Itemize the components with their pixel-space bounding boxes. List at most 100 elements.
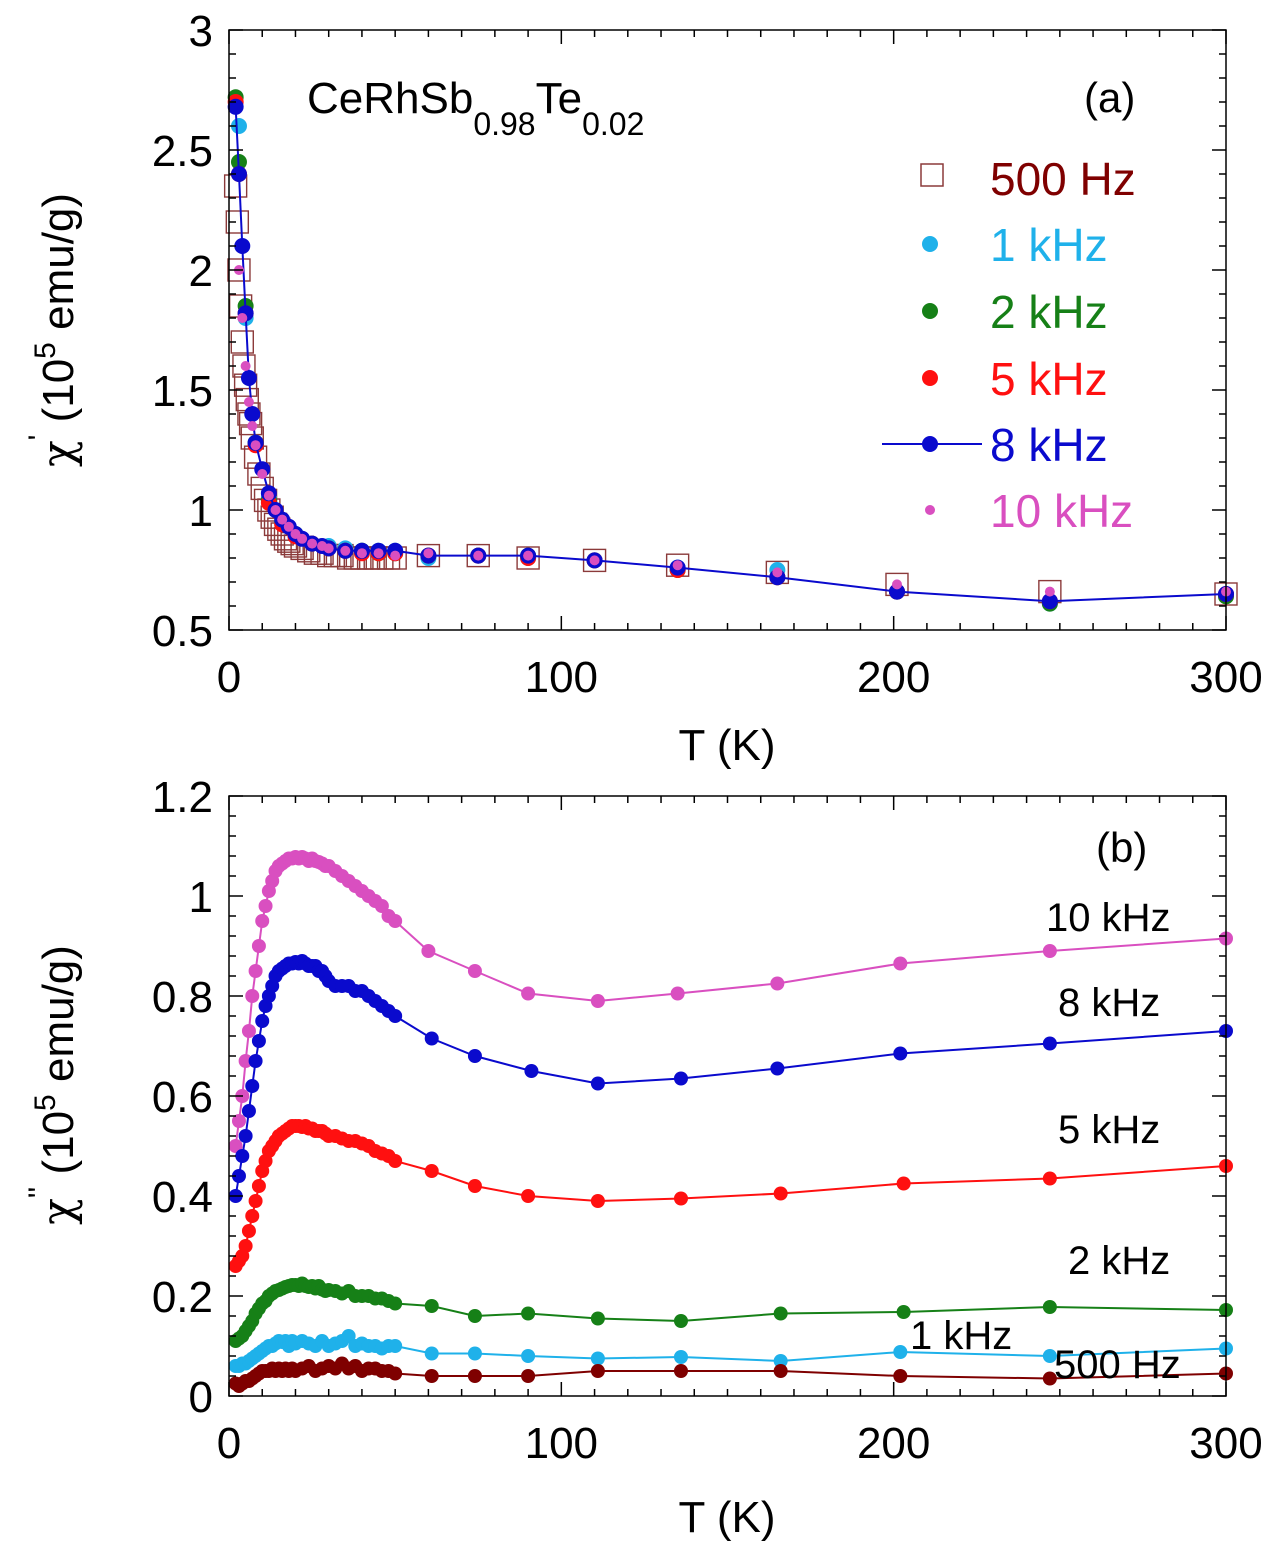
y-tick-label-b-1: 1 <box>189 873 213 922</box>
point-b-10khz <box>388 914 403 928</box>
point-b-8khz <box>241 1104 256 1118</box>
point-b-10khz <box>248 964 263 978</box>
point-a-10khz <box>257 469 268 479</box>
point-a-1khz <box>230 118 247 134</box>
point-b-2khz <box>467 1309 482 1323</box>
panel-b-label: (b) <box>1096 824 1147 871</box>
y-tick-label-a-0.5: 0.5 <box>152 607 213 656</box>
point-b-2khz <box>424 1299 439 1313</box>
point-b-8khz <box>524 1064 539 1078</box>
point-b-8khz <box>673 1071 688 1086</box>
point-b-5khz <box>1042 1171 1057 1186</box>
point-b-8khz <box>235 1149 250 1163</box>
y-tick-label-a-2.5: 2.5 <box>152 127 213 176</box>
point-a-10khz <box>237 313 248 323</box>
point-b-5khz <box>241 1224 256 1238</box>
point-b-5khz <box>673 1191 688 1206</box>
point-b-2khz <box>773 1306 788 1321</box>
legend-label-500hz: 500 Hz <box>990 153 1136 205</box>
point-b-5khz <box>251 1179 266 1193</box>
point-b-10khz <box>245 989 260 1003</box>
point-b-500hz <box>388 1366 403 1381</box>
series-b-2khz <box>228 1276 1233 1348</box>
point-a-10khz <box>240 361 251 371</box>
point-a-10khz <box>390 550 401 561</box>
point-a-10khz <box>373 548 384 559</box>
series-b-8khz <box>228 954 1233 1203</box>
panel-b-ylabel: χ'' (105 emu/g) <box>23 945 84 1225</box>
point-b-1khz <box>773 1354 788 1368</box>
panel-a-legend: 500 Hz 1 kHz 2 kHz 5 kHz 8 kHz 10 kHz <box>882 153 1136 537</box>
legend-label-5khz: 5 kHz <box>990 353 1108 405</box>
point-b-8khz <box>1042 1036 1057 1051</box>
y-tick-label-a-1.5: 1.5 <box>152 367 213 416</box>
point-b-10khz <box>893 956 908 971</box>
point-b-8khz <box>424 1031 439 1046</box>
point-b-10khz <box>590 994 605 1008</box>
point-a-10khz <box>250 440 261 451</box>
point-b-500hz <box>521 1369 536 1383</box>
point-b-10khz <box>1042 944 1057 958</box>
point-b-8khz <box>251 1034 266 1048</box>
point-a-10khz <box>283 521 294 532</box>
point-a-10khz <box>1044 586 1055 597</box>
point-a-8khz <box>227 98 244 115</box>
y-tick-label-a-2: 2 <box>189 247 213 296</box>
point-b-2khz <box>590 1311 605 1326</box>
point-b-500hz <box>1042 1371 1057 1386</box>
point-a-10khz <box>247 421 258 431</box>
y-tick-label-a-1: 1 <box>189 487 213 536</box>
point-a-10khz <box>270 505 281 515</box>
point-b-500hz <box>424 1369 439 1383</box>
y-tick-label-b-0.2: 0.2 <box>152 1273 213 1322</box>
point-a-10khz <box>423 548 434 559</box>
point-a-10khz <box>356 548 367 559</box>
point-b-1khz <box>341 1329 356 1343</box>
point-a-10khz <box>277 514 288 525</box>
point-b-5khz <box>248 1194 263 1208</box>
point-a-10khz <box>340 545 351 556</box>
y-tick-label-b-0.6: 0.6 <box>152 1073 213 1122</box>
point-b-8khz <box>238 1129 253 1143</box>
point-b-10khz <box>421 944 436 958</box>
point-b-8khz <box>467 1049 482 1063</box>
point-b-1khz <box>893 1345 908 1359</box>
legend-marker-500hz <box>920 163 944 187</box>
panel-a-plot-area <box>223 89 1238 612</box>
point-b-10khz <box>231 1114 246 1128</box>
panel-a-label: (a) <box>1084 74 1135 121</box>
series-b-10khz <box>228 850 1233 1153</box>
point-b-1khz <box>673 1350 688 1364</box>
point-b-2khz <box>673 1314 688 1328</box>
point-b-8khz <box>255 1014 270 1028</box>
point-a-10khz <box>263 490 274 501</box>
x-tick-label-b-100: 100 <box>525 1419 598 1468</box>
svg-text:χ'' (105 emu/g): χ'' (105 emu/g) <box>23 945 84 1225</box>
point-a-500hz <box>516 546 540 570</box>
svg-text:CeRhSb0.98Te0.02: CeRhSb0.98Te0.02 <box>307 74 644 142</box>
point-b-500hz <box>590 1364 605 1378</box>
series-label-10khz: 10 kHz <box>1046 896 1171 940</box>
legend-marker-2khz <box>922 303 938 319</box>
point-b-2khz <box>388 1296 403 1311</box>
panel-a-ylabel: χ' (105 emu/g) <box>23 193 84 467</box>
point-b-10khz <box>374 899 389 913</box>
panel-b-xlabel: T (K) <box>679 1493 776 1542</box>
point-b-1khz <box>388 1339 403 1353</box>
point-b-5khz <box>521 1189 536 1203</box>
x-tick-label-b-0: 0 <box>217 1419 241 1468</box>
legend-marker-8khz <box>922 436 938 452</box>
point-b-8khz <box>770 1061 785 1076</box>
series-b-500hz <box>228 1356 1233 1393</box>
legend-label-1khz: 1 kHz <box>990 219 1108 271</box>
point-b-500hz <box>893 1369 908 1383</box>
y-tick-label-a-3: 3 <box>189 7 213 56</box>
point-b-10khz <box>228 1139 243 1153</box>
point-b-500hz <box>673 1364 688 1378</box>
x-tick-label-b-300: 300 <box>1189 1419 1262 1468</box>
point-a-10khz <box>523 550 534 561</box>
panel-a-xlabel: T (K) <box>679 721 776 770</box>
point-a-10khz <box>891 579 902 590</box>
series-label-8khz: 8 kHz <box>1058 981 1160 1025</box>
point-a-8khz <box>230 166 247 182</box>
